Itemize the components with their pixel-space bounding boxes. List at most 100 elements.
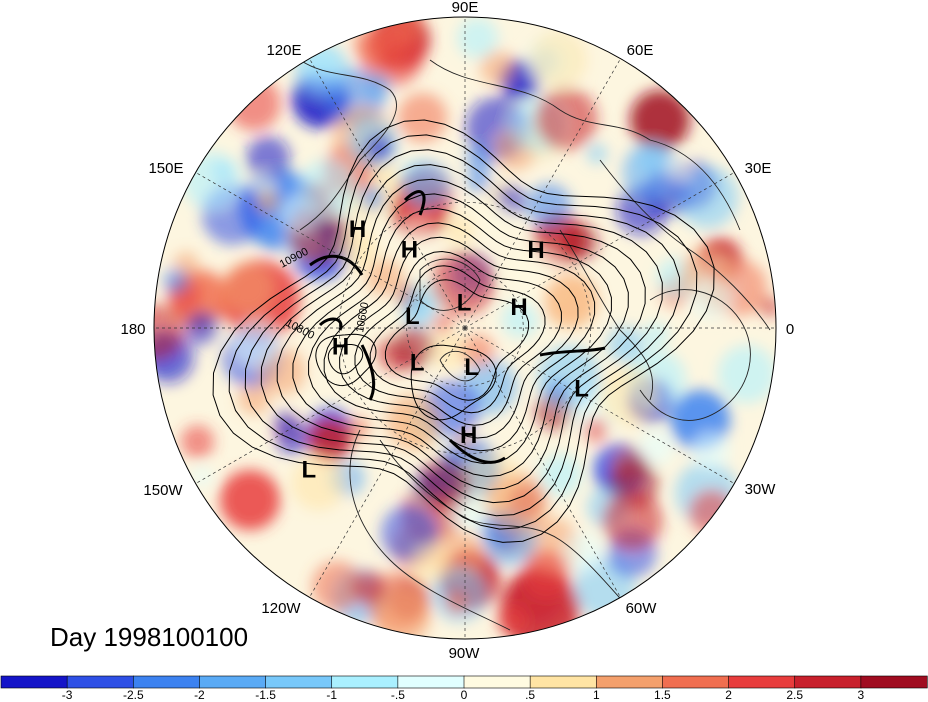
colorbar-swatch xyxy=(595,675,664,689)
anomaly-blob xyxy=(467,169,491,193)
height-contour xyxy=(276,178,646,491)
colorbar-swatch xyxy=(860,675,928,689)
anomaly-shading xyxy=(154,17,776,639)
anomaly-blob xyxy=(245,135,291,181)
colorbar-swatch xyxy=(331,675,399,689)
anomaly-blob xyxy=(432,312,453,334)
colorbar: -3 -2.5 -2 -1.5 -1 -.5 0 .5 1 1.5 2 2.5 3 xyxy=(0,675,928,702)
anomaly-blob xyxy=(583,417,608,443)
height-contour xyxy=(244,149,681,517)
anomaly-blob xyxy=(630,90,690,150)
anomaly-blob xyxy=(496,604,529,637)
anomaly-blob xyxy=(392,326,435,369)
anomaly-blob xyxy=(537,345,601,409)
anomaly-blob xyxy=(382,17,423,46)
jet-streak-contour xyxy=(539,346,606,357)
lon-label-150e: 150E xyxy=(148,160,183,177)
anomaly-blob xyxy=(402,161,451,209)
height-contour xyxy=(315,333,377,387)
coastlines xyxy=(299,59,771,631)
low-pressure-marker: L xyxy=(574,375,589,402)
colorbar-swatch xyxy=(66,675,134,689)
high-pressure-marker: H xyxy=(401,237,418,264)
height-contour xyxy=(339,236,579,439)
lon-label-90w: 90W xyxy=(449,645,481,662)
jet-streak-contour xyxy=(309,254,364,276)
colorbar-swatch xyxy=(265,675,333,689)
jet-streak-contour xyxy=(318,317,343,331)
colorbar-tick-label: 0 xyxy=(461,688,468,702)
meridian-line xyxy=(464,172,735,329)
colorbar-tick-label: -2 xyxy=(194,688,205,702)
height-contour xyxy=(212,119,715,543)
jet-streak-contour xyxy=(360,344,376,401)
anomaly-blob xyxy=(365,73,391,100)
height-contour xyxy=(308,207,612,465)
low-pressure-marker: L xyxy=(464,354,479,381)
anomaly-blob xyxy=(539,453,582,497)
colorbar-swatch xyxy=(463,675,531,689)
anomaly-blob xyxy=(163,268,189,294)
anomaly-blob xyxy=(486,472,549,535)
colorbar-tick-label: -1.5 xyxy=(255,688,276,702)
anomaly-blob xyxy=(690,277,733,320)
anomaly-blob xyxy=(351,570,386,605)
anomaly-blob xyxy=(291,455,347,511)
jet-streak-contour xyxy=(403,190,426,216)
lon-label-120e: 120E xyxy=(266,42,301,59)
parallel-circle xyxy=(406,269,524,387)
anomaly-blob xyxy=(366,135,393,161)
anomaly-blob xyxy=(473,199,512,238)
colorbar-swatch xyxy=(794,675,862,689)
anomaly-blob xyxy=(599,366,659,426)
anomaly-blob xyxy=(602,490,663,551)
anomaly-blob xyxy=(220,470,280,530)
high-pressure-marker: H xyxy=(349,216,366,243)
anomaly-blob xyxy=(397,92,448,143)
height-contour xyxy=(228,134,698,530)
colorbar-swatch xyxy=(529,675,597,689)
colorbar-tick-label: 1 xyxy=(593,688,600,702)
anomaly-blob xyxy=(191,466,213,488)
anomaly-blob xyxy=(373,587,431,639)
lon-label-90e: 90E xyxy=(452,0,479,16)
anomaly-blob xyxy=(543,273,599,328)
low-pressure-marker: L xyxy=(405,303,420,330)
meridian-line xyxy=(309,327,466,598)
anomaly-blob xyxy=(522,550,571,599)
anomaly-blob xyxy=(607,326,644,364)
colorbar-tick-label: -.5 xyxy=(391,688,405,702)
anomaly-blob xyxy=(347,416,370,440)
anomaly-blob xyxy=(311,560,363,612)
anomaly-blob xyxy=(255,190,280,214)
high-pressure-marker: H xyxy=(460,422,477,449)
anomaly-blob xyxy=(185,311,219,346)
anomaly-blob xyxy=(676,166,739,229)
colorbar-swatch xyxy=(132,675,201,689)
anomaly-blob xyxy=(222,262,274,315)
meridian-line xyxy=(464,327,621,598)
anomaly-blob xyxy=(665,155,693,183)
lon-label-30e: 30E xyxy=(745,160,772,177)
anomaly-blob xyxy=(643,322,669,348)
meridian-line xyxy=(464,327,735,484)
parallel-circle xyxy=(338,201,592,455)
lon-label-0: 0 xyxy=(786,321,794,338)
colorbar-swatch xyxy=(728,675,796,689)
lon-label-150w: 150W xyxy=(143,482,183,499)
height-contour xyxy=(384,279,530,401)
meridian-line xyxy=(309,58,466,329)
colorbar-swatch xyxy=(199,675,267,689)
anomaly-blob xyxy=(480,50,516,86)
low-pressure-marker: L xyxy=(457,289,472,316)
colorbar-tick-label: 3 xyxy=(858,688,865,702)
colorbar-tick-label: -3 xyxy=(62,688,73,702)
height-contour xyxy=(369,265,546,414)
low-pressure-marker: L xyxy=(301,457,316,484)
jet-streak-contour xyxy=(448,438,506,464)
anomaly-blob xyxy=(562,532,605,574)
anomaly-blob xyxy=(529,31,587,89)
meridian-line xyxy=(195,172,466,329)
lon-label-180: 180 xyxy=(120,321,145,338)
